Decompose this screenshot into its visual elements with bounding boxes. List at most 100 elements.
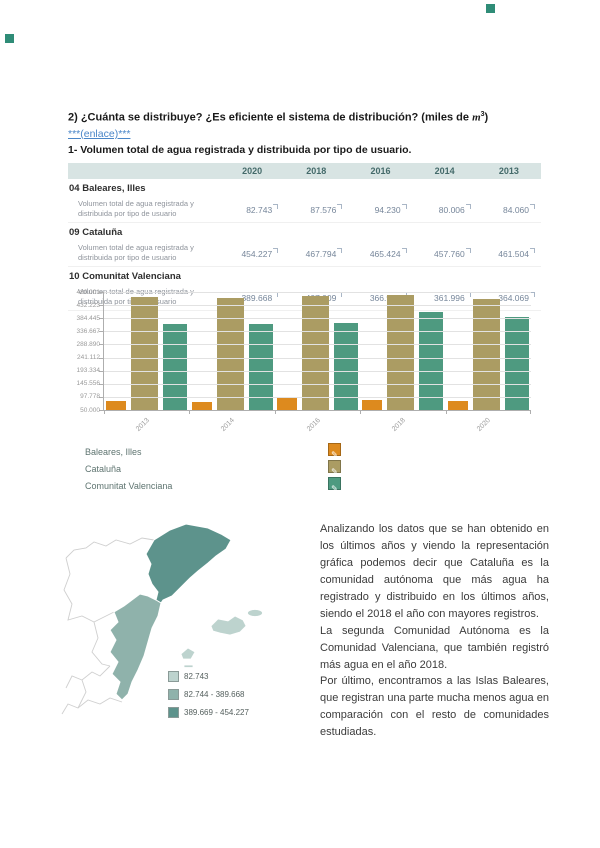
cell-value: 389.668 xyxy=(241,292,273,303)
y-tick-label: 241.112 xyxy=(76,354,100,362)
map-legend-item: 82.744 - 389.668 xyxy=(168,688,249,701)
y-tick-label: 97.778 xyxy=(80,393,100,401)
map-legend-item: 389.669 - 454.227 xyxy=(168,706,249,719)
value-cell: 80.006 xyxy=(412,196,477,223)
page-title: 2) ¿Cuánta se distribuye? ¿Es eficiente … xyxy=(68,111,489,124)
analysis-paragraph: Analizando los datos que se han obtenido… xyxy=(320,523,549,620)
cell-value: 454.227 xyxy=(241,248,273,259)
legend-swatch-edit-button[interactable]: ✎ xyxy=(328,460,341,476)
bar-baleares-illes xyxy=(191,401,212,410)
gridline xyxy=(104,344,531,346)
y-tick xyxy=(99,383,103,385)
note-corner-icon xyxy=(530,247,535,253)
map-legend-swatch xyxy=(168,707,179,718)
bar-catalu-a xyxy=(216,298,244,410)
note-corner-icon xyxy=(401,203,407,209)
year-column-header: 2018 xyxy=(284,163,349,179)
map-legend-swatch xyxy=(168,671,179,682)
chart-bars xyxy=(104,292,531,410)
year-column-header: 2013 xyxy=(476,163,541,179)
value-cell: 94.230 xyxy=(348,196,413,223)
y-tick xyxy=(99,331,103,333)
y-tick xyxy=(99,305,103,307)
legend-label: Comunitat Valenciana xyxy=(85,481,173,491)
row-label: Volumen total de agua registrada y distr… xyxy=(68,196,220,223)
map-legend: 82.743 82.744 - 389.668 389.669 - 454.227 xyxy=(168,670,249,724)
choropleth-map xyxy=(61,523,263,715)
map-legend-label: 82.744 - 389.668 xyxy=(184,690,245,699)
y-tick xyxy=(99,344,103,346)
legend-swatch-edit-button[interactable]: ✎ xyxy=(328,443,341,459)
map-region-valenciana xyxy=(109,593,162,701)
table-row: Volumen total de agua registrada y distr… xyxy=(68,240,541,267)
bar-catalu-a xyxy=(131,297,159,410)
year-column-header: 2020 xyxy=(220,163,285,179)
map-legend-label: 389.669 - 454.227 xyxy=(184,708,249,717)
value-cell: 457.760 xyxy=(412,240,477,267)
cell-value: 457.760 xyxy=(434,248,465,259)
bar-group xyxy=(189,292,274,410)
enlace-link[interactable]: ***(enlace)*** xyxy=(68,128,131,140)
note-corner-icon xyxy=(465,247,471,253)
analysis-paragraph: Por último, encontramos a las Islas Bale… xyxy=(320,675,549,739)
value-cell: 361.996 xyxy=(412,284,477,311)
gridline xyxy=(104,357,531,359)
group-name: 10 Comunitat Valenciana xyxy=(69,271,181,282)
x-tick-label: 2020 xyxy=(476,417,493,433)
x-tick xyxy=(104,410,105,414)
bar-group xyxy=(275,292,360,410)
note-corner-icon xyxy=(530,203,535,209)
y-tick xyxy=(99,318,103,320)
y-tick-label: 145.556 xyxy=(76,380,101,388)
table-group-row: 09 Cataluña xyxy=(68,223,541,241)
chart-plot xyxy=(99,292,531,414)
table-row: Volumen total de agua registrada y distr… xyxy=(68,196,541,223)
cell-value: 84.060 xyxy=(503,204,529,215)
table-corner-cell xyxy=(68,163,220,179)
y-tick-label: 50.000 xyxy=(80,406,100,414)
group-name: 09 Cataluña xyxy=(69,227,123,238)
cell-value: 82.743 xyxy=(246,204,273,215)
value-cell: 84.060 xyxy=(476,196,541,223)
y-tick-label: 336.667 xyxy=(76,327,101,335)
map-region-cataluna xyxy=(145,523,232,604)
table-header: 2020 2018 2016 2014 2013 xyxy=(68,163,541,179)
gridline xyxy=(104,292,531,293)
cell-value: 465.424 xyxy=(369,248,401,259)
y-tick-label: 432.223 xyxy=(76,301,101,309)
group-name: 04 Baleares, Illes xyxy=(69,183,146,194)
x-tick-label: 2016 xyxy=(305,417,322,433)
x-tick xyxy=(445,410,447,414)
chart-legend: Baleares, Illes ✎ Cataluña ✎ Comunitat Valen… xyxy=(85,442,341,493)
legend-label: Cataluña xyxy=(85,464,122,474)
cell-value: 364.069 xyxy=(498,292,529,303)
table-group-row: 10 Comunitat Valenciana xyxy=(68,267,541,285)
bar-catalu-a xyxy=(302,296,330,410)
note-corner-icon xyxy=(465,203,471,209)
pencil-icon: ✎ xyxy=(331,484,338,493)
gridline xyxy=(104,383,531,385)
y-tick-label: 384.445 xyxy=(76,314,101,322)
bar-comunitat-valenciana xyxy=(419,312,444,410)
x-tick xyxy=(530,410,531,414)
y-tick xyxy=(99,396,103,398)
bar-catalu-a xyxy=(387,295,415,410)
gridline xyxy=(104,331,531,333)
analysis-paragraph: La segunda Comunidad Autónoma es la Comu… xyxy=(320,624,549,671)
legend-swatch-edit-button[interactable]: ✎ xyxy=(328,477,341,493)
y-tick-label: 288.890 xyxy=(76,340,101,348)
legend-item: Cataluña ✎ xyxy=(85,459,341,476)
note-corner-icon xyxy=(273,247,279,253)
bar-comunitat-valenciana xyxy=(334,323,359,410)
bar-comunitat-valenciana xyxy=(504,316,529,410)
x-tick-label: 2018 xyxy=(390,417,407,433)
y-tick xyxy=(99,370,103,372)
map-region-baleares xyxy=(180,609,263,668)
note-corner-icon xyxy=(337,247,343,253)
table-group-row: 04 Baleares, Illes xyxy=(68,179,541,196)
bar-catalu-a xyxy=(472,299,500,410)
row-label: Volumen total de agua registrada y distr… xyxy=(68,240,220,267)
cell-value: 461.504 xyxy=(498,248,529,259)
pencil-icon: ✎ xyxy=(331,450,338,459)
